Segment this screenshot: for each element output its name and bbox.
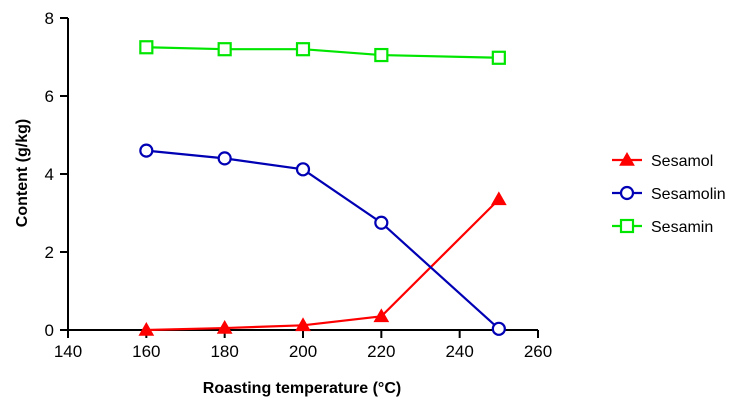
data-point-sesamol — [490, 191, 507, 206]
data-point-sesamin — [139, 40, 154, 55]
legend-item-sesamolin: Sesamolin — [612, 185, 726, 203]
series-line-sesamolin — [146, 149, 500, 330]
axes: 0 2 4 6 8 140 160 180 200 220 240 260 — [45, 9, 553, 361]
series-sesamolin — [139, 143, 506, 336]
data-point-sesamin — [295, 42, 311, 57]
series-layer — [138, 40, 507, 336]
data-point-sesamolin — [139, 143, 154, 158]
y-tick-label: 0 — [45, 321, 54, 340]
series-line-sesamol — [146, 198, 500, 332]
x-axis-title: Roasting temperature (°C) — [203, 380, 401, 397]
x-tick-label: 260 — [524, 342, 552, 361]
data-point-sesamolin — [217, 151, 232, 166]
legend: Sesamol Sesamolin Sesamin — [612, 151, 726, 236]
x-tick-label: 180 — [210, 342, 238, 361]
x-tick-label: 140 — [54, 342, 82, 361]
data-point-sesamol — [373, 308, 390, 323]
y-tick-label: 2 — [45, 243, 54, 262]
y-tick-label: 6 — [45, 87, 54, 106]
data-point-sesamin — [217, 42, 232, 57]
legend-marker-sesamin — [619, 218, 635, 234]
legend-marker-sesamol — [619, 151, 635, 166]
y-tick-label: 4 — [45, 165, 54, 184]
legend-label-sesamol: Sesamol — [651, 153, 713, 170]
data-point-sesamol — [216, 320, 233, 334]
legend-item-sesamin: Sesamin — [612, 218, 713, 236]
legend-label-sesamolin: Sesamolin — [651, 186, 726, 203]
y-axis-title: Content (g/kg) — [14, 119, 31, 227]
legend-marker-sesamolin — [619, 185, 635, 201]
data-point-sesamin — [491, 50, 506, 65]
series-line-sesamin — [146, 46, 499, 59]
x-tick-label: 220 — [367, 342, 395, 361]
x-tick-label: 200 — [289, 342, 317, 361]
data-point-sesamol — [295, 317, 311, 332]
series-sesamol — [138, 191, 507, 336]
data-point-sesamol — [138, 321, 155, 336]
y-tick-label: 8 — [45, 9, 54, 28]
x-tick-label: 160 — [132, 342, 160, 361]
series-sesamin — [139, 40, 506, 65]
x-tick-label: 240 — [445, 342, 473, 361]
legend-item-sesamol: Sesamol — [612, 151, 713, 170]
data-point-sesamolin — [295, 162, 311, 177]
data-point-sesamolin — [491, 321, 506, 336]
data-point-sesamin — [374, 47, 389, 63]
legend-label-sesamin: Sesamin — [651, 219, 713, 236]
data-point-sesamolin — [374, 215, 389, 230]
